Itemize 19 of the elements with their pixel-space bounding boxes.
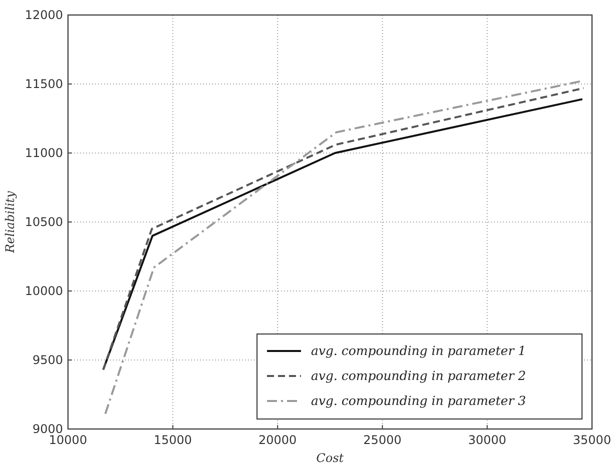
y-tick-label: 12000: [24, 8, 63, 22]
legend-label: avg. compounding in parameter 3: [311, 393, 526, 408]
x-tick-label: 30000: [468, 433, 506, 447]
y-tick-label: 10000: [24, 284, 63, 298]
line-series: [104, 80, 582, 415]
x-tick-label: 25000: [363, 433, 402, 447]
x-axis-title: Cost: [316, 451, 344, 465]
y-tick-label: 9000: [32, 422, 63, 436]
x-tick-label: 20000: [258, 433, 297, 447]
y-tick-label: 11000: [24, 146, 63, 160]
x-tick-label: 15000: [154, 433, 192, 447]
legend-label: avg. compounding in parameter 1: [311, 343, 526, 358]
y-axis-title: Reliability: [3, 190, 17, 254]
x-tick-label: 10000: [48, 433, 88, 447]
legend-label: avg. compounding in parameter 2: [311, 368, 526, 383]
x-tick-label: 35000: [572, 433, 612, 447]
y-tick-label: 11500: [24, 77, 63, 91]
y-tick-label: 9500: [32, 353, 63, 367]
y-tick-label: 10500: [24, 215, 63, 229]
